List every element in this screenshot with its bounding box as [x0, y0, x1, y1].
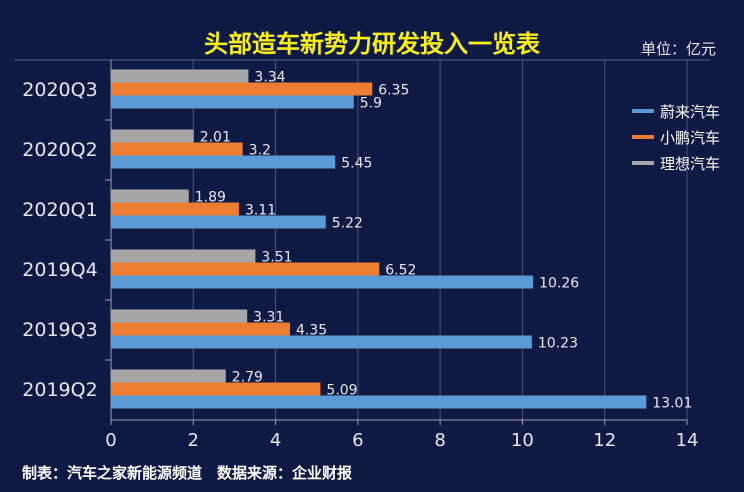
bar-小鹏汽车	[111, 202, 239, 216]
bar-蔚来汽车	[111, 275, 534, 289]
data-label: 5.22	[332, 216, 363, 232]
data-label: 6.52	[385, 263, 416, 279]
data-label: 2.01	[200, 130, 231, 146]
data-label: 2.79	[232, 370, 263, 386]
data-label: 13.01	[652, 396, 692, 412]
legend-item: 理想汽车	[632, 150, 720, 176]
legend-label: 小鹏汽车	[660, 128, 721, 147]
bar-理想汽车	[111, 249, 256, 263]
bar-蔚来汽车	[111, 395, 647, 409]
footer-source: 制表：汽车之家新能源频道 数据来源：企业财报	[22, 464, 353, 482]
data-label: 5.9	[360, 96, 382, 112]
data-label: 5.45	[341, 156, 372, 172]
bar-蔚来汽车	[111, 155, 336, 169]
bar-小鹏汽车	[111, 82, 373, 96]
x-tick-label: 8	[434, 430, 445, 451]
legend-label: 理想汽车	[660, 154, 721, 173]
y-tick-label: 2019Q2	[22, 379, 97, 401]
unit-label: 单位：亿元	[640, 40, 716, 58]
legend-item: 小鹏汽车	[632, 124, 720, 150]
data-label: 1.89	[195, 190, 226, 206]
x-tick-label: 12	[593, 430, 616, 451]
data-label: 3.11	[245, 203, 276, 219]
bar-小鹏汽车	[111, 382, 321, 396]
data-label: 10.23	[538, 336, 578, 352]
y-tick-label: 2020Q1	[22, 199, 97, 221]
bar-蔚来汽车	[111, 95, 354, 109]
data-label: 3.51	[261, 250, 292, 266]
bar-小鹏汽车	[111, 322, 290, 336]
bar-蔚来汽车	[111, 335, 532, 349]
legend-label: 蔚来汽车	[660, 102, 721, 121]
legend-swatch	[632, 135, 654, 139]
legend-item: 蔚来汽车	[632, 98, 720, 124]
bar-小鹏汽车	[111, 142, 243, 156]
x-tick-label: 10	[511, 430, 534, 451]
bar-蔚来汽车	[111, 215, 326, 229]
y-tick-label: 2020Q2	[22, 139, 97, 161]
x-tick-label: 14	[676, 430, 699, 451]
legend-swatch	[632, 109, 654, 113]
data-label: 10.26	[539, 276, 579, 292]
chart-title: 头部造车新势力研发投入一览表	[204, 30, 540, 58]
data-label: 5.09	[326, 383, 357, 399]
x-tick-label: 0	[105, 430, 116, 451]
legend-swatch	[632, 161, 654, 165]
legend: 蔚来汽车小鹏汽车理想汽车	[632, 98, 720, 176]
y-tick-label: 2019Q3	[22, 319, 97, 341]
bar-理想汽车	[111, 189, 189, 203]
bar-理想汽车	[111, 129, 194, 143]
x-tick-label: 4	[270, 430, 281, 451]
y-tick-label: 2020Q3	[22, 79, 97, 101]
bar-理想汽车	[111, 69, 249, 83]
bar-小鹏汽车	[111, 262, 380, 276]
data-label: 3.31	[253, 310, 284, 326]
x-tick-label: 2	[188, 430, 199, 451]
data-label: 3.2	[249, 143, 271, 159]
x-tick-label: 6	[352, 430, 363, 451]
data-label: 6.35	[378, 83, 409, 99]
bar-理想汽车	[111, 369, 226, 383]
y-tick-label: 2019Q4	[22, 259, 97, 281]
bar-理想汽车	[111, 309, 248, 323]
data-label: 4.35	[296, 323, 327, 339]
data-label: 3.34	[254, 70, 285, 86]
